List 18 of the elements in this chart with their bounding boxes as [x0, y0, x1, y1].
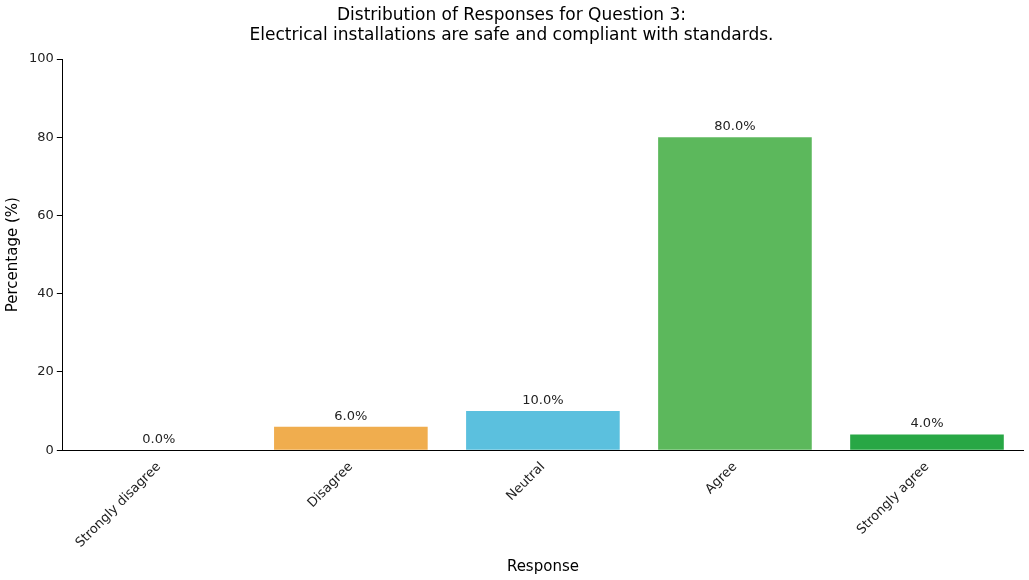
bar: [274, 426, 428, 450]
y-tick-label: 100: [28, 50, 54, 66]
bar: [850, 434, 1004, 450]
y-tick-label: 80: [37, 128, 54, 144]
x-axis-title: Response: [506, 556, 579, 575]
chart-title: Distribution of Responses for Question 3: Electrical installations are safe and compliant with standards.: [249, 4, 774, 44]
bar: [658, 137, 812, 450]
data-label: 0.0%: [142, 431, 176, 447]
y-tick-label: 60: [37, 206, 54, 222]
y-tick-label: 0: [45, 441, 54, 457]
data-label: 80.0%: [714, 118, 756, 134]
bar: [466, 411, 620, 450]
y-tick-label: 20: [37, 363, 54, 379]
data-label: 6.0%: [334, 407, 368, 423]
data-label: 10.0%: [522, 391, 564, 407]
y-axis-title: Percentage (%): [2, 197, 21, 313]
data-label: 4.0%: [910, 415, 944, 431]
y-tick-label: 40: [37, 285, 54, 301]
